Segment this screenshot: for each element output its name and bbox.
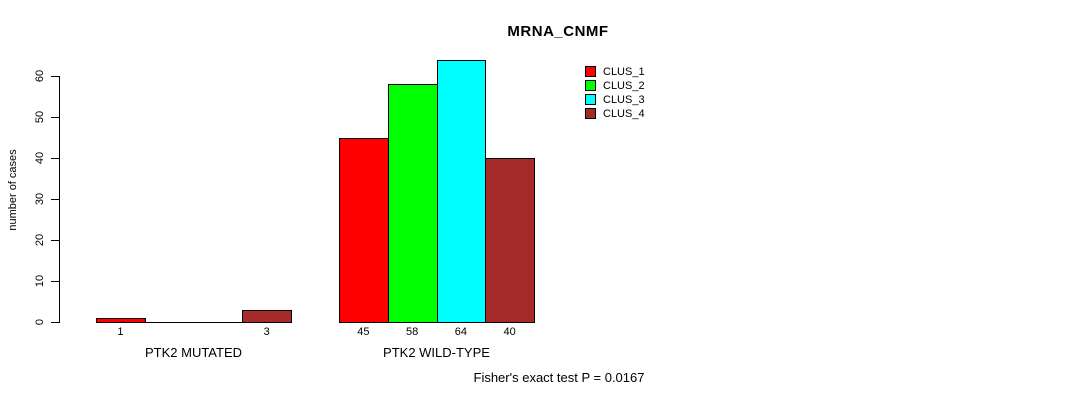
- y-tick-label: 30: [34, 192, 46, 206]
- y-tick-label: 0: [34, 318, 46, 326]
- legend-swatch-icon: [585, 108, 596, 119]
- legend-label: CLUS_2: [603, 80, 645, 92]
- legend-item: CLUS_2: [585, 80, 665, 93]
- y-tick-label: 10: [34, 274, 46, 288]
- legend-item: CLUS_3: [585, 94, 665, 107]
- legend-label: CLUS_1: [603, 66, 645, 78]
- y-tick-label: 40: [34, 151, 46, 165]
- y-tick-label: 60: [34, 69, 46, 83]
- y-axis-title: number of cases: [7, 149, 19, 231]
- group-label: PTK2 MUTATED: [144, 345, 243, 360]
- legend-label: CLUS_3: [603, 94, 645, 106]
- bar-clus_4: [485, 158, 535, 323]
- bar-clus_1: [339, 137, 389, 323]
- bar-value-label: 1: [117, 326, 124, 338]
- footnote-pvalue: Fisher's exact test P = 0.0167: [473, 370, 645, 385]
- legend-swatch-icon: [585, 80, 596, 91]
- y-axis-line: [59, 76, 60, 323]
- legend-label: CLUS_4: [603, 108, 645, 120]
- bar-value-label: 58: [406, 326, 419, 338]
- bar-clus_2: [387, 84, 438, 323]
- y-tick-mark: [51, 199, 59, 200]
- y-tick-mark: [51, 117, 59, 118]
- y-tick-mark: [51, 322, 59, 323]
- bar-value-label: 64: [454, 326, 467, 338]
- legend-swatch-icon: [585, 94, 596, 105]
- y-tick-label: 50: [34, 110, 46, 124]
- bar-clus_4: [242, 309, 292, 323]
- legend-item: CLUS_4: [585, 108, 665, 121]
- chart-title: MRNA_CNMF: [507, 23, 609, 40]
- y-tick-mark: [51, 76, 59, 77]
- legend-item: CLUS_1: [585, 66, 665, 79]
- y-tick-mark: [51, 158, 59, 159]
- y-tick-label: 20: [34, 233, 46, 247]
- bar-clus_1: [96, 317, 146, 323]
- bar-value-label: 3: [263, 326, 270, 338]
- y-tick-mark: [51, 240, 59, 241]
- legend-swatch-icon: [585, 66, 596, 77]
- bar-value-label: 40: [503, 326, 516, 338]
- bar-value-label: 45: [357, 326, 370, 338]
- y-tick-mark: [51, 281, 59, 282]
- bar-clus_3: [436, 59, 487, 323]
- group-label: PTK2 WILD-TYPE: [383, 345, 490, 360]
- group-baseline: [96, 322, 291, 323]
